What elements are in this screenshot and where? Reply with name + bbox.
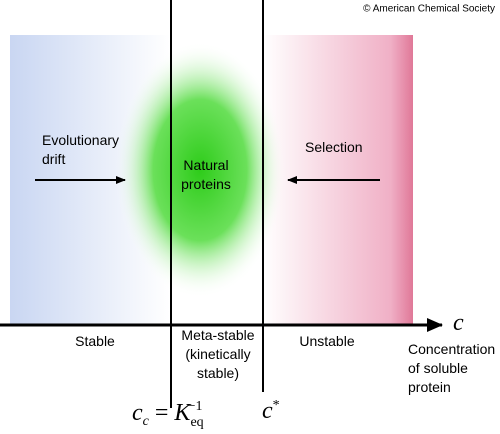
eq-part: * [273, 398, 280, 413]
eq-part: eq [190, 415, 203, 430]
eq-part: c [143, 414, 150, 429]
zone-label: Stable [75, 333, 115, 349]
eq-part: −1 [188, 399, 203, 414]
drift-label: drift [42, 151, 65, 167]
eq-part: = [155, 400, 169, 426]
eq-part: c [132, 400, 143, 426]
zone-label: stable) [197, 365, 239, 381]
cc-equation: cc = Keq−1 [132, 399, 204, 430]
axis-label: protein [408, 379, 451, 395]
copyright: © American Chemical Society [363, 4, 495, 15]
axis-symbol: c [453, 310, 464, 336]
eq-part: K [173, 400, 192, 426]
selection-label: Selection [305, 139, 363, 155]
eq-part: c [262, 398, 273, 424]
drift-label: Evolutionary [42, 132, 119, 148]
axis-label: Concentration [408, 341, 495, 357]
natural-protein-cloud [115, 42, 285, 298]
cstar-label: c* [262, 398, 280, 424]
zone-label: (kinetically [185, 346, 250, 362]
zone-label: Unstable [299, 333, 354, 349]
axis-label: of soluble [408, 360, 468, 376]
natural-label: proteins [181, 176, 231, 192]
zone-label: Meta-stable [181, 327, 254, 343]
natural-label: Natural [183, 157, 228, 173]
